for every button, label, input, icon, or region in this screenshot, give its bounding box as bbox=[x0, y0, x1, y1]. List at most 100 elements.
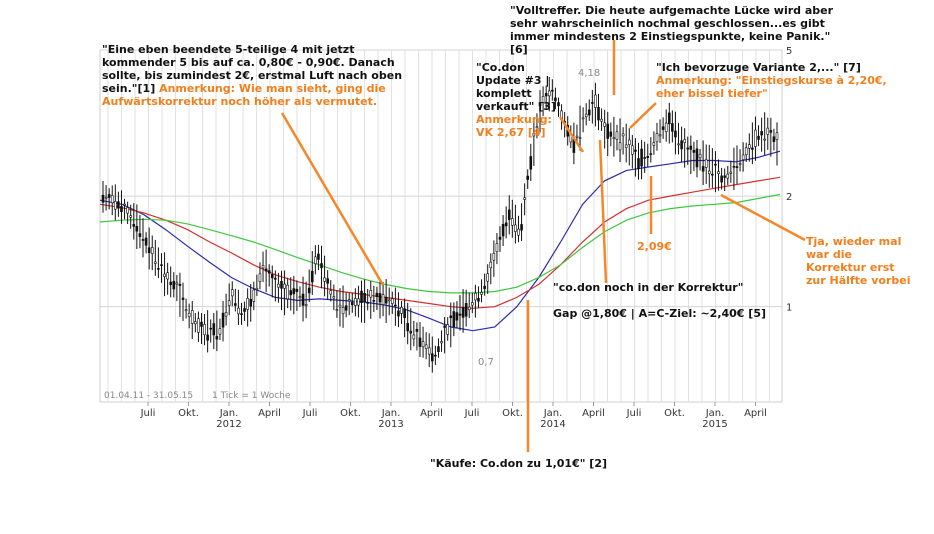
candle-body bbox=[483, 285, 486, 290]
candle-body bbox=[421, 341, 425, 348]
candle-body bbox=[634, 149, 637, 152]
candle-body bbox=[347, 299, 351, 302]
candle-body bbox=[581, 117, 585, 120]
candle-body bbox=[547, 90, 551, 97]
arrow-4 bbox=[598, 139, 608, 284]
candle-body bbox=[554, 97, 557, 102]
candle-body bbox=[246, 298, 249, 310]
candle-body bbox=[329, 290, 333, 295]
candle-body bbox=[751, 147, 754, 150]
candle-body bbox=[227, 300, 231, 306]
candle-body bbox=[711, 173, 714, 176]
annotation-1: "Eine eben beendete 5-teilige 4 mit jetz… bbox=[102, 43, 403, 108]
candle-body bbox=[615, 131, 619, 140]
candle-body bbox=[138, 233, 142, 237]
candle-body bbox=[498, 236, 502, 240]
candle-body bbox=[631, 145, 634, 155]
chart-labels: 4,18 0,7 01.04.11 - 31.05.15 1 Tick = 1 … bbox=[104, 68, 600, 401]
candle-body bbox=[594, 94, 597, 108]
candle-body bbox=[486, 273, 490, 282]
candle-body bbox=[397, 310, 400, 317]
chart-grid bbox=[99, 49, 783, 403]
year-label: 2014 bbox=[540, 419, 565, 430]
candle-body bbox=[707, 170, 711, 175]
candle-body bbox=[680, 140, 683, 150]
x-tick-label: April bbox=[582, 408, 605, 419]
candle-body bbox=[434, 354, 437, 357]
candle-body bbox=[501, 223, 505, 237]
candle-body bbox=[640, 148, 643, 167]
candle-body bbox=[157, 268, 160, 270]
candle-body bbox=[224, 312, 228, 317]
candle-body bbox=[270, 274, 274, 279]
candle-body bbox=[114, 201, 117, 210]
candle-body bbox=[689, 145, 693, 150]
candle-body bbox=[424, 344, 428, 349]
candle-body bbox=[203, 324, 206, 336]
candle-body bbox=[286, 284, 289, 300]
candle-body bbox=[461, 307, 465, 318]
candle-body bbox=[350, 301, 354, 306]
candle-body bbox=[551, 89, 554, 92]
candle-body bbox=[190, 310, 194, 324]
candle-body bbox=[357, 298, 360, 306]
y-tick-label: 5 bbox=[786, 46, 792, 57]
candle-body bbox=[154, 261, 157, 264]
candle-body bbox=[160, 264, 163, 266]
candle-body bbox=[511, 218, 514, 226]
candle-body bbox=[735, 166, 739, 168]
candle-body bbox=[335, 309, 339, 311]
candle-body bbox=[464, 303, 468, 317]
candle-body bbox=[575, 135, 579, 138]
candle-body bbox=[532, 132, 536, 137]
candle-body bbox=[418, 337, 422, 347]
candle-body bbox=[492, 252, 496, 261]
candle-body bbox=[538, 102, 542, 107]
candle-body bbox=[129, 215, 132, 218]
candle-body bbox=[209, 327, 213, 330]
annotation-4: "co.don noch in der Korrektur" bbox=[553, 281, 744, 294]
candle-body bbox=[332, 296, 336, 299]
candle-body bbox=[409, 330, 413, 334]
candle-body bbox=[141, 239, 145, 241]
candle-body bbox=[520, 224, 523, 231]
candle-body bbox=[298, 296, 302, 298]
candle-body bbox=[289, 290, 293, 296]
candle-body bbox=[646, 156, 650, 158]
candle-body bbox=[754, 129, 757, 147]
candle-body bbox=[760, 131, 763, 136]
candle-body bbox=[234, 303, 237, 306]
candle-body bbox=[243, 308, 246, 312]
candle-body bbox=[126, 207, 129, 214]
candle-body bbox=[237, 307, 240, 315]
arrow-1 bbox=[280, 112, 385, 286]
candle-body bbox=[304, 304, 308, 306]
moving-average-line-2 bbox=[99, 176, 781, 309]
candle-body bbox=[255, 288, 259, 290]
candle-body bbox=[412, 334, 416, 340]
candle-body bbox=[261, 265, 265, 269]
candle-body bbox=[658, 134, 662, 137]
annotation-8: 2,09€ bbox=[637, 240, 672, 253]
candle-body bbox=[184, 309, 188, 312]
candle-body bbox=[443, 325, 446, 328]
x-tick-label: Juli bbox=[302, 408, 318, 419]
candle-body bbox=[467, 306, 471, 310]
candle-body bbox=[704, 159, 708, 168]
candle-body bbox=[175, 282, 179, 285]
candle-body bbox=[283, 283, 286, 289]
candle-body bbox=[698, 153, 702, 159]
candle-body bbox=[714, 163, 717, 166]
candle-body bbox=[215, 336, 219, 340]
candle-body bbox=[101, 194, 105, 203]
candle-body bbox=[667, 112, 671, 125]
annotation-9: Tja, wieder mal war die Korrektur erst z… bbox=[806, 235, 911, 287]
candle-body bbox=[258, 273, 262, 282]
candle-body bbox=[732, 165, 736, 168]
candle-body bbox=[474, 292, 477, 301]
candle-body bbox=[372, 300, 376, 302]
candle-body bbox=[206, 334, 209, 341]
candle-body bbox=[104, 196, 108, 199]
candle-body bbox=[403, 308, 406, 318]
candle-body bbox=[677, 143, 680, 146]
